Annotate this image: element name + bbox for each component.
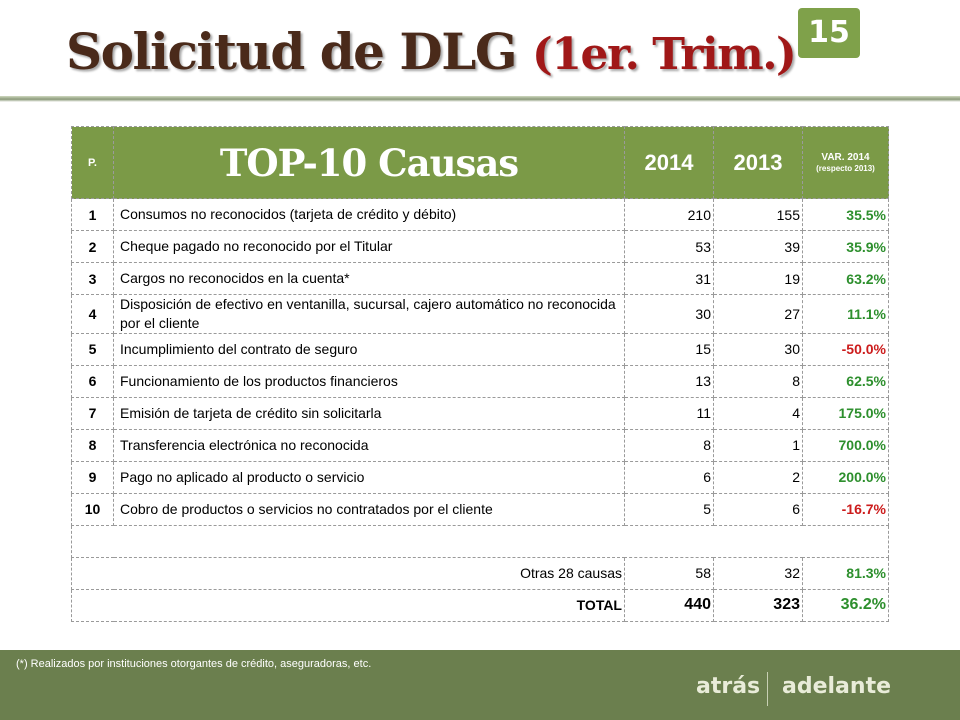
row-rank: 4	[71, 294, 114, 334]
page-number-badge: 15	[798, 8, 860, 58]
slide-title: Solicitud de DLG (1er. Trim.)	[66, 22, 797, 81]
total-value-2014: 440	[624, 588, 714, 622]
row-value-2014: 15	[624, 332, 714, 366]
row-value-2014: 8	[624, 428, 714, 462]
row-value-2014: 31	[624, 262, 714, 295]
table-row: 8 Transferencia electrónica no reconocid…	[71, 428, 889, 462]
table-row: 5 Incumplimiento del contrato de seguro …	[71, 332, 889, 366]
header-position: P.	[71, 126, 114, 199]
row-value-2014: 53	[624, 230, 714, 263]
row-cause: Disposición de efectivo en ventanilla, s…	[113, 294, 625, 334]
nav-divider	[767, 672, 768, 706]
header-causes: TOP-10 Causas	[113, 126, 625, 199]
row-variation: 35.9%	[802, 230, 889, 263]
back-button[interactable]: atrás	[696, 674, 761, 699]
row-value-2013: 27	[713, 294, 803, 334]
table-row: 1 Consumos no reconocidos (tarjeta de cr…	[71, 198, 889, 231]
row-variation: 62.5%	[802, 364, 889, 398]
row-rank: 5	[71, 332, 114, 366]
table-row: 2 Cheque pagado no reconocido por el Tit…	[71, 230, 889, 263]
row-rank: 1	[71, 198, 114, 231]
slide-title-period: (1er. Trim.)	[532, 29, 797, 80]
footer-bar: (*) Realizados por instituciones otorgan…	[0, 650, 960, 720]
row-value-2013: 8	[713, 364, 803, 398]
table-header-row: P. TOP-10 Causas 2014 2013 VAR. 2014 (re…	[71, 126, 889, 199]
row-variation: 200.0%	[802, 460, 889, 494]
row-cause: Cheque pagado no reconocido por el Titul…	[113, 230, 625, 263]
row-value-2014: 30	[624, 294, 714, 334]
total-row: TOTAL 440 323 36.2%	[71, 588, 889, 622]
total-variation: 36.2%	[802, 588, 889, 622]
others-value-2014: 58	[624, 556, 714, 590]
row-rank: 2	[71, 230, 114, 263]
table-row: 6 Funcionamiento de los productos financ…	[71, 364, 889, 398]
row-cause: Incumplimiento del contrato de seguro	[113, 332, 625, 366]
row-value-2013: 19	[713, 262, 803, 295]
row-value-2014: 6	[624, 460, 714, 494]
row-value-2013: 30	[713, 332, 803, 366]
row-value-2013: 2	[713, 460, 803, 494]
spacer-row	[71, 524, 889, 558]
row-cause: Cobro de productos o servicios no contra…	[113, 492, 625, 526]
row-variation: 11.1%	[802, 294, 889, 334]
header-variation: VAR. 2014 (respecto 2013)	[802, 126, 889, 199]
header-year-2013: 2013	[713, 126, 803, 199]
row-cause: Emisión de tarjeta de crédito sin solici…	[113, 396, 625, 430]
forward-button[interactable]: adelante	[782, 674, 892, 699]
row-cause: Transferencia electrónica no reconocida	[113, 428, 625, 462]
header-variation-label: VAR. 2014	[821, 151, 870, 163]
row-rank: 6	[71, 364, 114, 398]
table-row: 3 Cargos no reconocidos en la cuenta* 31…	[71, 262, 889, 295]
table-row: 10 Cobro de productos o servicios no con…	[71, 492, 889, 526]
others-value-2013: 32	[713, 556, 803, 590]
slide-title-main: Solicitud de DLG	[66, 22, 518, 81]
row-variation: -50.0%	[802, 332, 889, 366]
row-rank: 8	[71, 428, 114, 462]
footnote: (*) Realizados por instituciones otorgan…	[16, 658, 372, 670]
row-value-2013: 6	[713, 492, 803, 526]
row-value-2013: 39	[713, 230, 803, 263]
row-value-2014: 11	[624, 396, 714, 430]
row-cause: Pago no aplicado al producto o servicio	[113, 460, 625, 494]
top-causes-table: P. TOP-10 Causas 2014 2013 VAR. 2014 (re…	[71, 126, 889, 622]
title-divider	[0, 96, 960, 102]
row-variation: 700.0%	[802, 428, 889, 462]
others-variation: 81.3%	[802, 556, 889, 590]
row-rank: 3	[71, 262, 114, 295]
total-value-2013: 323	[713, 588, 803, 622]
row-value-2014: 5	[624, 492, 714, 526]
header-variation-sub: (respecto 2013)	[816, 163, 875, 173]
row-value-2013: 4	[713, 396, 803, 430]
table-row: 7 Emisión de tarjeta de crédito sin soli…	[71, 396, 889, 430]
row-cause: Cargos no reconocidos en la cuenta*	[113, 262, 625, 295]
row-variation: 35.5%	[802, 198, 889, 231]
row-cause: Consumos no reconocidos (tarjeta de créd…	[113, 198, 625, 231]
row-value-2014: 210	[624, 198, 714, 231]
row-variation: 175.0%	[802, 396, 889, 430]
others-row: Otras 28 causas 58 32 81.3%	[71, 556, 889, 590]
row-value-2013: 1	[713, 428, 803, 462]
row-value-2014: 13	[624, 364, 714, 398]
header-year-2014: 2014	[624, 126, 714, 199]
table-row: 9 Pago no aplicado al producto o servici…	[71, 460, 889, 494]
row-rank: 10	[71, 492, 114, 526]
row-rank: 9	[71, 460, 114, 494]
row-rank: 7	[71, 396, 114, 430]
row-value-2013: 155	[713, 198, 803, 231]
others-label: Otras 28 causas	[71, 556, 625, 590]
table-row: 4 Disposición de efectivo en ventanilla,…	[71, 294, 889, 334]
row-cause: Funcionamiento de los productos financie…	[113, 364, 625, 398]
row-variation: -16.7%	[802, 492, 889, 526]
total-label: TOTAL	[71, 588, 625, 622]
row-variation: 63.2%	[802, 262, 889, 295]
